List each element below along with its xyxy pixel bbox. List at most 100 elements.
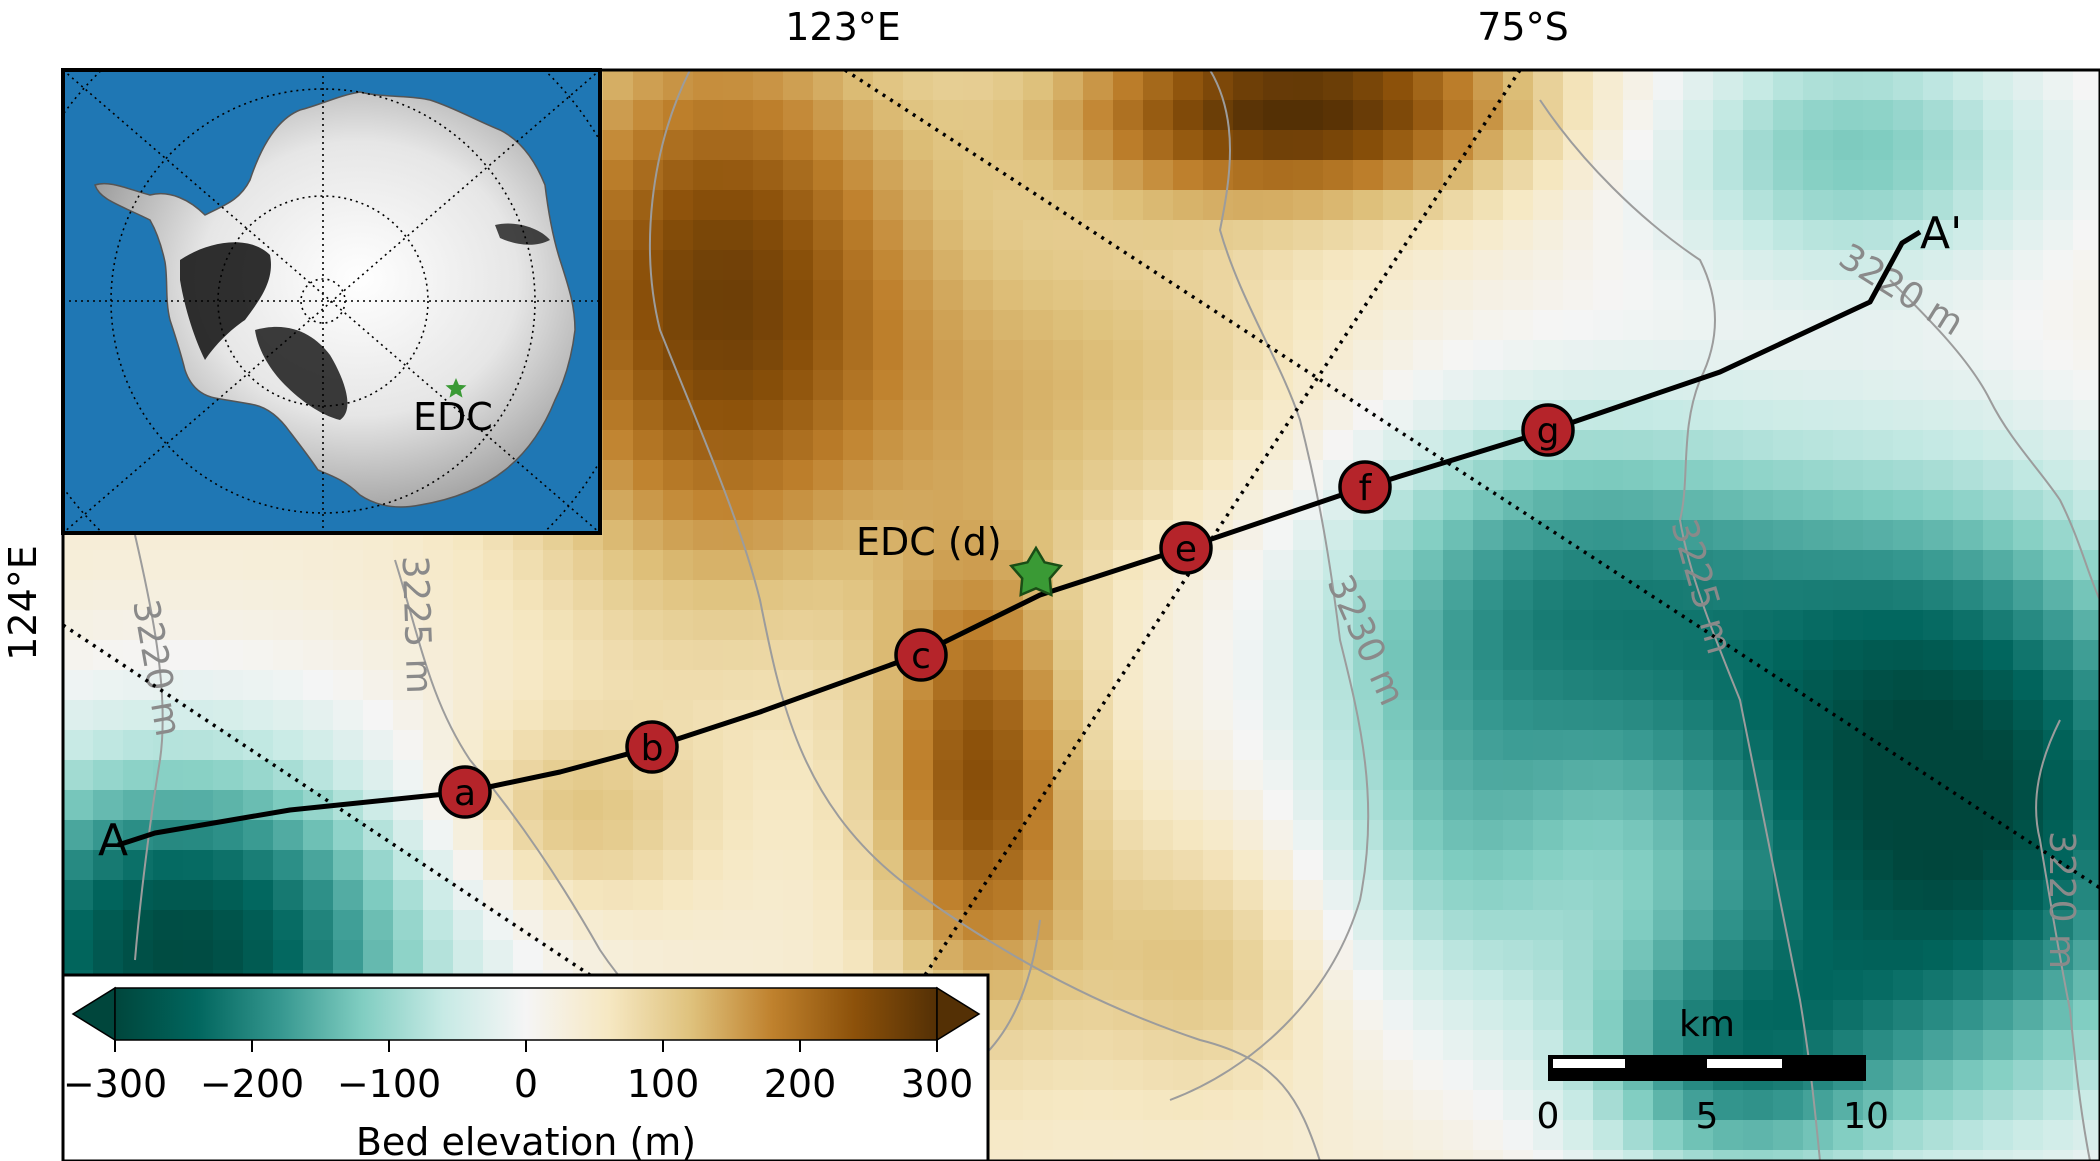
raster-cell	[1293, 310, 1324, 341]
raster-cell	[1713, 280, 1744, 311]
raster-cell	[1743, 1000, 1774, 1031]
raster-cell	[843, 220, 874, 251]
raster-cell	[1683, 280, 1714, 311]
raster-cell	[1233, 70, 1264, 101]
raster-cell	[1893, 670, 1924, 701]
raster-cell	[2043, 1150, 2074, 1161]
raster-cell	[1923, 760, 1954, 791]
raster-cell	[1293, 160, 1324, 191]
raster-cell	[753, 400, 784, 431]
raster-cell	[1113, 1150, 1144, 1161]
raster-cell	[1383, 340, 1414, 371]
raster-cell	[573, 880, 604, 911]
raster-cell	[753, 640, 784, 671]
raster-cell	[1503, 490, 1534, 521]
raster-cell	[1623, 730, 1654, 761]
raster-cell	[633, 400, 664, 431]
raster-cell	[1383, 220, 1414, 251]
raster-cell	[1563, 550, 1594, 581]
raster-cell	[1173, 880, 1204, 911]
raster-cell	[1233, 160, 1264, 191]
raster-cell	[1923, 670, 1954, 701]
raster-cell	[1593, 370, 1624, 401]
raster-cell	[2013, 730, 2044, 761]
raster-cell	[1983, 490, 2014, 521]
raster-cell	[243, 910, 274, 941]
raster-cell	[783, 790, 814, 821]
transect-start-label: A	[98, 815, 128, 866]
raster-cell	[1383, 190, 1414, 221]
raster-cell	[1293, 1060, 1324, 1091]
raster-cell	[1023, 670, 1054, 701]
raster-cell	[2073, 580, 2100, 611]
raster-cell	[753, 280, 784, 311]
raster-cell	[603, 130, 634, 161]
raster-cell	[273, 910, 304, 941]
raster-cell	[2043, 70, 2074, 101]
transect-marker-label: a	[454, 773, 476, 814]
raster-cell	[1383, 1000, 1414, 1031]
raster-cell	[1983, 940, 2014, 971]
raster-cell	[1743, 1090, 1774, 1121]
raster-cell	[753, 580, 784, 611]
raster-cell	[723, 160, 754, 191]
raster-cell	[1503, 280, 1534, 311]
raster-cell	[933, 340, 964, 371]
raster-cell	[1203, 700, 1234, 731]
raster-cell	[1503, 970, 1534, 1001]
raster-cell	[1323, 160, 1354, 191]
raster-cell	[1893, 130, 1924, 161]
raster-cell	[1173, 700, 1204, 731]
raster-cell	[1863, 910, 1894, 941]
raster-cell	[2043, 190, 2074, 221]
raster-cell	[1263, 700, 1294, 731]
raster-cell	[333, 940, 364, 971]
raster-cell	[1773, 370, 1804, 401]
raster-cell	[1353, 910, 1384, 941]
raster-cell	[1893, 580, 1924, 611]
raster-cell	[1863, 610, 1894, 641]
raster-cell	[813, 460, 844, 491]
raster-cell	[1623, 220, 1654, 251]
raster-cell	[663, 790, 694, 821]
raster-cell	[993, 100, 1024, 131]
transect-marker-label: f	[1359, 468, 1373, 509]
raster-cell	[1803, 820, 1834, 851]
raster-cell	[2043, 1030, 2074, 1061]
colorbar-tick-label: 0	[514, 1062, 538, 1106]
raster-cell	[243, 550, 274, 581]
raster-cell	[903, 820, 934, 851]
raster-cell	[1413, 340, 1444, 371]
raster-cell	[2073, 850, 2100, 881]
raster-cell	[1473, 460, 1504, 491]
raster-cell	[1833, 220, 1864, 251]
raster-cell	[963, 910, 994, 941]
raster-cell	[1773, 190, 1804, 221]
raster-cell	[1353, 100, 1384, 131]
raster-cell	[1833, 340, 1864, 371]
raster-cell	[1053, 940, 1084, 971]
raster-cell	[453, 640, 484, 671]
raster-cell	[483, 820, 514, 851]
raster-cell	[1923, 1090, 1954, 1121]
raster-cell	[1593, 610, 1624, 641]
raster-cell	[1533, 640, 1564, 671]
raster-cell	[1263, 280, 1294, 311]
raster-cell	[1413, 550, 1444, 581]
raster-cell	[1233, 610, 1264, 641]
raster-cell	[213, 640, 244, 671]
raster-cell	[1113, 730, 1144, 761]
raster-cell	[1923, 1000, 1954, 1031]
raster-cell	[1893, 340, 1924, 371]
raster-cell	[1143, 760, 1174, 791]
raster-cell	[723, 820, 754, 851]
raster-cell	[93, 700, 124, 731]
raster-cell	[1653, 700, 1684, 731]
raster-cell	[1173, 100, 1204, 131]
raster-cell	[1953, 430, 1984, 461]
raster-cell	[1773, 730, 1804, 761]
raster-cell	[963, 430, 994, 461]
raster-cell	[1053, 700, 1084, 731]
raster-cell	[963, 790, 994, 821]
graticule-lines	[63, 70, 2100, 977]
